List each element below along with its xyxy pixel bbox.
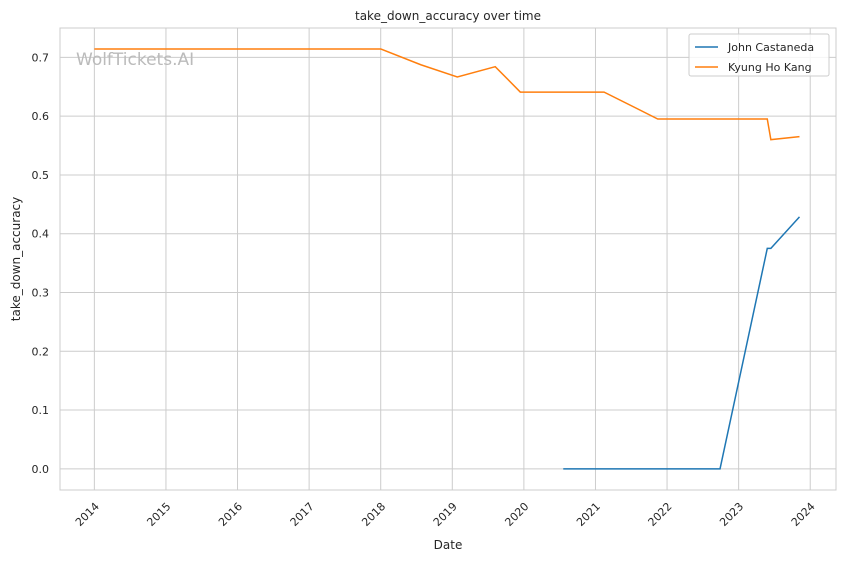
y-tick-label: 0.3 xyxy=(32,287,50,300)
legend-label: Kyung Ho Kang xyxy=(728,61,812,74)
y-axis-label: take_down_accuracy xyxy=(9,197,23,321)
plot-frame xyxy=(59,27,837,491)
x-tick-label: 2024 xyxy=(789,500,818,529)
x-axis-label: Date xyxy=(434,538,463,552)
y-tick-label: 0.4 xyxy=(32,228,50,241)
chart-title: take_down_accuracy over time xyxy=(355,9,541,23)
y-tick-label: 0.1 xyxy=(32,404,50,417)
legend: John Castaneda Kyung Ho Kang xyxy=(688,33,830,77)
legend-label: John Castaneda xyxy=(727,41,814,54)
y-tick-label: 0.7 xyxy=(32,51,50,64)
x-tick-label: 2022 xyxy=(646,500,675,529)
watermark: WolfTickets.AI xyxy=(76,50,194,70)
x-tick-label: 2014 xyxy=(73,500,102,529)
series-line-0 xyxy=(563,216,801,470)
y-tick-label: 0.5 xyxy=(32,169,50,182)
x-tick-label: 2018 xyxy=(359,500,388,529)
y-tick-label: 0.6 xyxy=(32,110,50,123)
x-tick-label: 2017 xyxy=(288,500,317,529)
x-tick-label: 2023 xyxy=(717,500,746,529)
x-tick-label: 2016 xyxy=(216,500,245,529)
y-tick-label: 0.2 xyxy=(32,345,50,358)
x-tick-label: 2019 xyxy=(431,500,460,529)
x-tick-label: 2015 xyxy=(144,500,173,529)
y-tick-label: 0.0 xyxy=(32,463,50,476)
x-tick-label: 2021 xyxy=(574,500,603,529)
x-tick-label: 2020 xyxy=(502,500,531,529)
series-line-1 xyxy=(94,48,800,141)
